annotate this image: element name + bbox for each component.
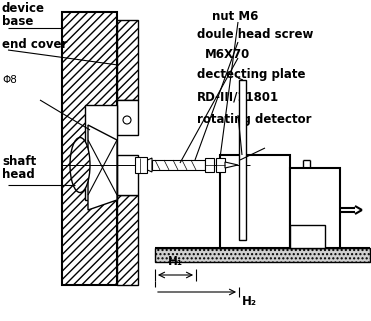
Bar <box>135 157 147 173</box>
Polygon shape <box>225 162 238 168</box>
Bar <box>62 12 117 285</box>
Text: base: base <box>2 15 33 28</box>
Text: H₂: H₂ <box>242 295 257 308</box>
Text: rotating detector: rotating detector <box>197 113 312 126</box>
Bar <box>216 158 225 172</box>
Bar <box>290 168 340 248</box>
Bar <box>85 105 117 200</box>
Circle shape <box>123 116 131 124</box>
Bar <box>205 158 214 172</box>
Text: device: device <box>2 2 45 15</box>
Polygon shape <box>88 125 117 210</box>
Bar <box>117 20 138 100</box>
Text: end cover: end cover <box>2 38 68 51</box>
Text: doule head screw: doule head screw <box>197 28 313 41</box>
Text: nut M6: nut M6 <box>212 10 258 23</box>
Bar <box>117 155 138 195</box>
Text: head: head <box>2 168 35 181</box>
Text: H₁: H₁ <box>168 255 183 268</box>
Bar <box>220 155 290 248</box>
Bar <box>117 195 138 285</box>
Bar <box>117 100 138 135</box>
Text: Φ8: Φ8 <box>2 75 17 85</box>
Text: RD-III/11801: RD-III/11801 <box>197 90 279 103</box>
Text: shaft: shaft <box>2 155 36 168</box>
Bar <box>152 160 205 170</box>
Text: dectecting plate: dectecting plate <box>197 68 305 81</box>
Ellipse shape <box>70 137 90 193</box>
Bar <box>155 248 370 262</box>
Bar <box>290 225 325 248</box>
Bar <box>239 80 246 240</box>
Text: M6X70: M6X70 <box>205 48 250 61</box>
Polygon shape <box>143 158 152 172</box>
